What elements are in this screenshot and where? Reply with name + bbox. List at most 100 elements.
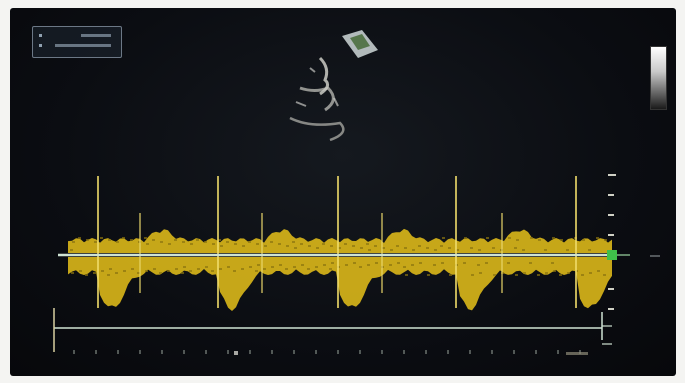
spectral-speckle (515, 274, 518, 276)
spectral-speckle (514, 247, 517, 249)
spectral-speckle (566, 249, 569, 251)
spectral-speckle (271, 266, 274, 268)
spectral-speckle (292, 241, 295, 243)
spectral-speckle (322, 243, 325, 245)
spectral-speckle (256, 243, 259, 245)
spectral-speckle (582, 239, 585, 241)
spectral-speckle (368, 249, 371, 251)
spectral-speckle (264, 245, 267, 247)
spectral-speckle (493, 274, 496, 276)
spectral-speckle (122, 237, 125, 239)
spectral-speckle (93, 272, 96, 274)
spectral-speckle (115, 272, 118, 274)
spectral-speckle (418, 245, 421, 247)
spectral-speckle (530, 237, 533, 239)
spectral-speckle (479, 272, 482, 274)
spectral-speckle (182, 241, 185, 243)
spectral-speckle (72, 241, 75, 243)
spectral-speckle (270, 241, 273, 243)
spectral-speckle (168, 243, 171, 245)
info-panel-glyphs (39, 34, 111, 47)
spectral-speckle (552, 237, 555, 239)
time-ticks (73, 350, 581, 354)
spectral-speckle (94, 241, 97, 243)
spectral-speckle (485, 262, 488, 264)
spectral-speckle (344, 243, 347, 245)
spectral-speckle (367, 264, 370, 266)
spectral-speckle (427, 274, 430, 276)
spectral-speckle (464, 237, 467, 239)
spectral-speckle (560, 239, 563, 241)
spectral-speckle (442, 237, 445, 239)
spectral-speckle (581, 274, 584, 276)
spectral-speckle (433, 264, 436, 266)
spectral-speckle (604, 239, 607, 241)
spectral-speckle (263, 268, 266, 270)
spectral-speckle (492, 247, 495, 249)
spectral-speckle (159, 272, 162, 274)
spectral-speckle (116, 241, 119, 243)
spectral-speckle (242, 245, 245, 247)
bmode-preview (289, 30, 378, 142)
spectral-speckle (389, 264, 392, 266)
spectral-speckle (160, 241, 163, 243)
spectral-speckle (130, 239, 133, 241)
spectral-speckle (137, 272, 140, 274)
spectral-speckle (589, 272, 592, 274)
spectral-speckle (463, 262, 466, 264)
spectral-speckle (470, 247, 473, 249)
spectral-speckle (286, 245, 289, 247)
spectral-speckle (101, 270, 104, 272)
spectral-speckle (397, 262, 400, 264)
spectral-speckle (241, 268, 244, 270)
spectral-speckle (315, 266, 318, 268)
spectral-speckle (307, 268, 310, 270)
spectral-speckle (85, 274, 88, 276)
spectral-speckle (477, 264, 480, 266)
spectral-speckle (440, 245, 443, 247)
spectral-speckle (366, 243, 369, 245)
grayscale-bar-icon (650, 46, 667, 110)
spectral-speckle (331, 262, 334, 264)
spectral-speckle (123, 270, 126, 272)
spectral-speckle (175, 268, 178, 270)
baseline-marker-icon (607, 250, 617, 260)
spectral-speckle (285, 268, 288, 270)
spectral-speckle (567, 272, 570, 274)
spectral-speckle (78, 237, 81, 239)
spectral-speckle (352, 245, 355, 247)
spectral-speckle (100, 237, 103, 239)
spectral-speckle (249, 266, 252, 268)
spectral-speckle (553, 270, 556, 272)
ultrasound-screen (10, 8, 676, 376)
spectral-speckle (448, 247, 451, 249)
spectral-speckle (508, 237, 511, 239)
spectral-speckle (227, 266, 230, 268)
spectral-speckle (329, 268, 332, 270)
spectral-speckle (255, 270, 258, 272)
spectral-speckle (144, 237, 147, 239)
spectral-speckle (375, 262, 378, 264)
spectral-speckle (353, 262, 356, 264)
spectral-speckle (345, 264, 348, 266)
spectral-speckle (167, 270, 170, 272)
spectral-speckle (559, 274, 562, 276)
spectral-speckle (426, 247, 429, 249)
spectral-speckle (174, 239, 177, 241)
spectral-speckle (382, 247, 385, 249)
spectral-speckle (603, 274, 606, 276)
spectral-speckle (233, 270, 236, 272)
spectral-speckle (338, 247, 341, 249)
spectral-speckle (507, 262, 510, 264)
spectral-speckle (529, 262, 532, 264)
velocity-scale (608, 174, 616, 310)
spectral-speckle (71, 272, 74, 274)
spectral-speckle (588, 249, 591, 251)
spectral-speckle (404, 247, 407, 249)
spectral-speckle (449, 274, 452, 276)
spectral-speckle (522, 249, 525, 251)
spectral-speckle (181, 272, 184, 274)
spectral-speckle (153, 268, 156, 270)
spectral-speckle (419, 262, 422, 264)
spectral-speckle (516, 239, 519, 241)
